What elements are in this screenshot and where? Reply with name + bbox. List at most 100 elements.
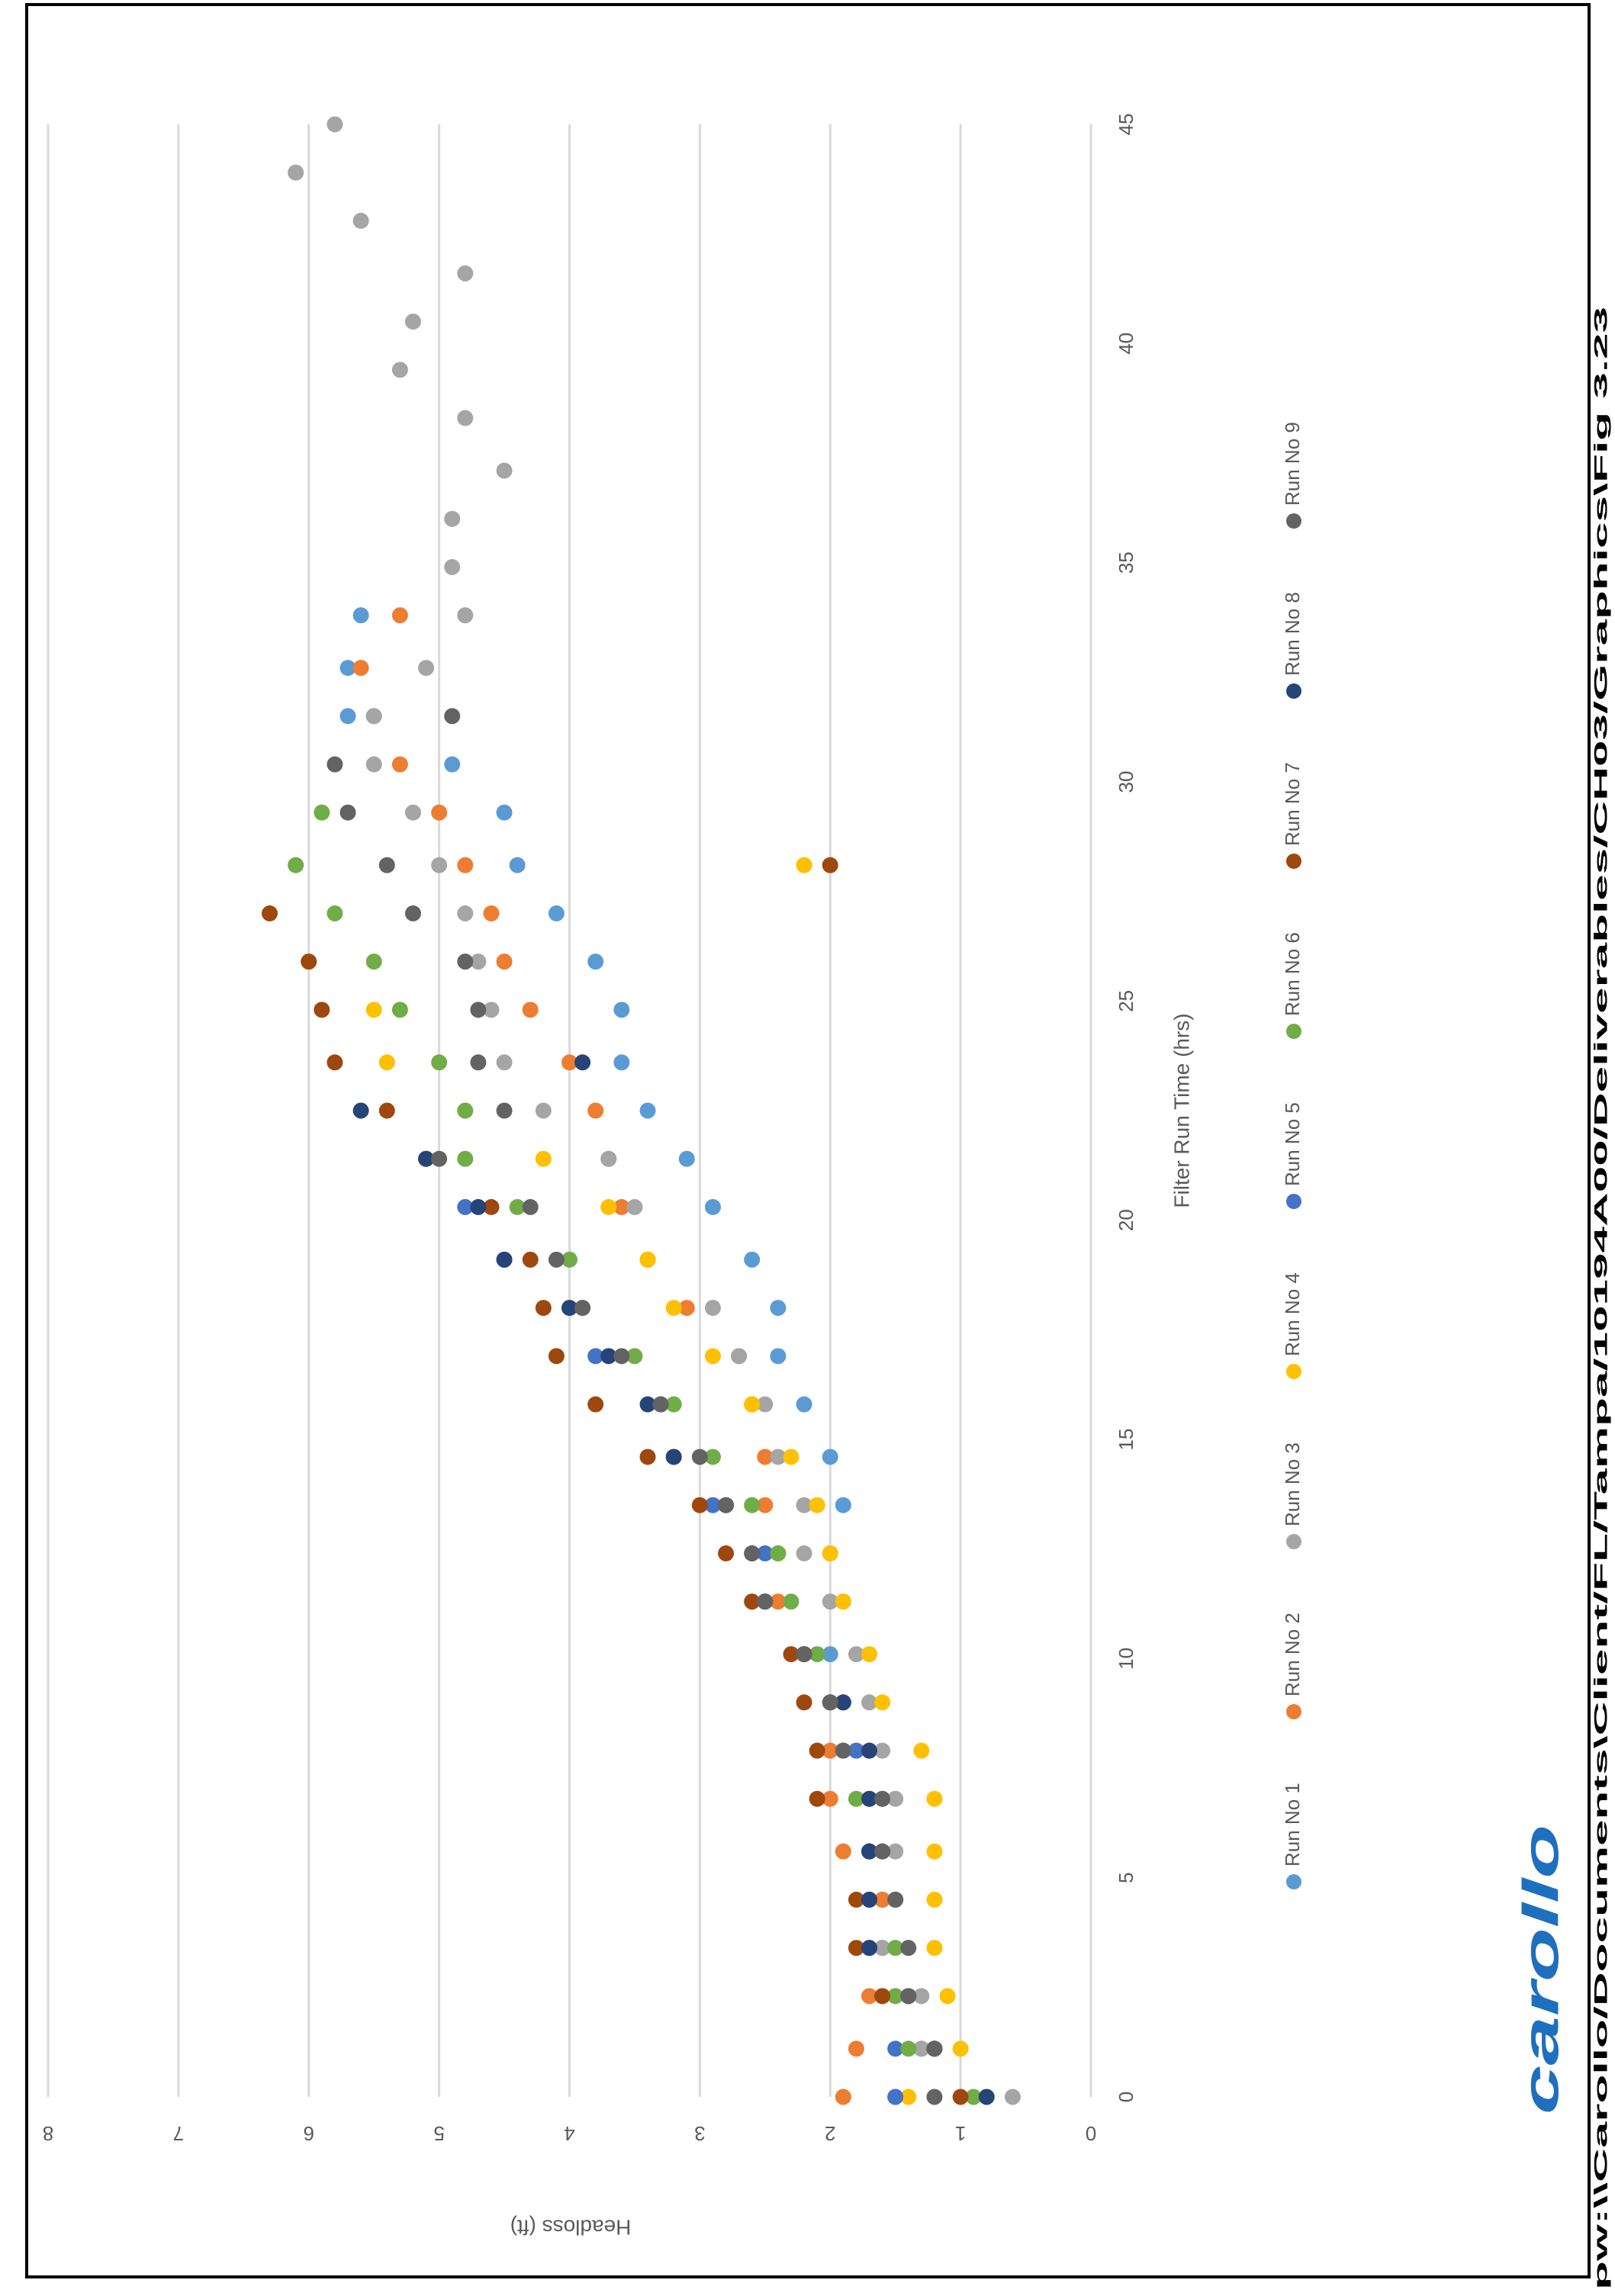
data-point	[822, 1646, 838, 1663]
data-point	[952, 2089, 969, 2105]
x-tick-label: 5	[1115, 1872, 1137, 1883]
data-point	[796, 1396, 812, 1413]
frame	[25, 3, 1591, 2278]
data-point	[770, 1300, 787, 1317]
data-point	[809, 1790, 825, 1807]
data-point	[339, 708, 356, 725]
data-point	[457, 265, 474, 281]
y-tick-label: 8	[43, 2122, 53, 2145]
data-point	[783, 1449, 799, 1465]
data-point	[757, 1545, 774, 1561]
data-point	[678, 1300, 695, 1317]
data-point	[457, 857, 474, 873]
data-point	[587, 1396, 604, 1413]
data-point	[470, 1198, 487, 1215]
data-point	[352, 212, 369, 229]
data-point	[496, 1054, 513, 1071]
data-point	[926, 1891, 943, 1908]
data-point	[691, 1449, 708, 1465]
legend-marker	[1286, 1704, 1301, 1719]
data-point	[444, 708, 461, 725]
data-point	[639, 1396, 656, 1413]
y-tick-label: 3	[694, 2122, 705, 2145]
data-point	[613, 1198, 630, 1215]
data-point	[470, 1054, 487, 1071]
data-point	[365, 708, 382, 725]
data-point	[600, 1198, 617, 1215]
data-point	[352, 607, 369, 624]
data-point	[887, 1790, 904, 1807]
data-point	[757, 1593, 774, 1610]
data-point	[861, 1742, 878, 1759]
legend-marker	[1286, 1024, 1301, 1039]
data-point	[1004, 2089, 1021, 2105]
data-point	[848, 1891, 864, 1908]
data-point	[848, 2040, 864, 2057]
data-point	[848, 1790, 864, 1807]
data-point	[665, 1396, 682, 1413]
data-point	[665, 1449, 682, 1465]
data-point	[352, 1102, 369, 1119]
data-point	[431, 1054, 448, 1071]
data-point	[796, 1646, 812, 1663]
data-point	[952, 2040, 969, 2057]
data-point	[404, 804, 421, 821]
data-point	[978, 2089, 995, 2105]
data-point	[874, 1742, 891, 1759]
data-point	[574, 1300, 591, 1317]
data-point	[457, 607, 474, 624]
company-logo: carollo	[1512, 1825, 1568, 2114]
data-point	[835, 1742, 851, 1759]
data-point	[718, 1545, 735, 1561]
data-point	[327, 756, 343, 773]
data-point	[665, 1300, 682, 1317]
data-point	[796, 1545, 812, 1561]
data-point	[913, 1988, 930, 2005]
legend-label: Run No 9	[1281, 422, 1304, 506]
data-point	[809, 1646, 825, 1663]
data-point	[704, 1348, 721, 1365]
legend-label: Run No 3	[1281, 1442, 1304, 1526]
data-point	[874, 1843, 891, 1860]
data-point	[861, 1694, 878, 1711]
legend-label: Run No 1	[1281, 1783, 1304, 1867]
data-point	[444, 558, 461, 575]
data-point	[744, 1251, 761, 1268]
data-point	[861, 1891, 878, 1908]
data-point	[470, 1002, 487, 1018]
data-point	[535, 1300, 552, 1317]
data-point	[704, 1198, 721, 1215]
data-point	[365, 953, 382, 970]
data-point	[431, 804, 448, 821]
y-tick-label: 5	[433, 2122, 444, 2145]
legend-marker	[1286, 1364, 1301, 1379]
data-point	[457, 953, 474, 970]
data-point	[900, 2089, 917, 2105]
data-point	[522, 1002, 539, 1018]
data-point	[404, 905, 421, 921]
data-point	[613, 1348, 630, 1365]
data-point	[704, 1497, 721, 1513]
data-point	[574, 1054, 591, 1071]
data-point	[496, 804, 513, 821]
legend-label: Run No 2	[1281, 1613, 1304, 1696]
data-point	[848, 1940, 864, 1957]
data-point	[496, 953, 513, 970]
data-point	[861, 1646, 878, 1663]
y-tick-label: 0	[1086, 2122, 1096, 2145]
y-tick-label: 7	[173, 2122, 184, 2145]
data-point	[770, 1449, 787, 1465]
data-point	[744, 1396, 761, 1413]
data-point	[391, 756, 408, 773]
y-tick-label: 4	[564, 2122, 574, 2145]
data-point	[509, 857, 526, 873]
data-point	[835, 1593, 851, 1610]
data-point	[639, 1251, 656, 1268]
data-point	[900, 2040, 917, 2057]
data-point	[261, 905, 278, 921]
legend-label: Run No 8	[1281, 592, 1304, 676]
data-point	[926, 1790, 943, 1807]
data-point	[796, 857, 812, 873]
